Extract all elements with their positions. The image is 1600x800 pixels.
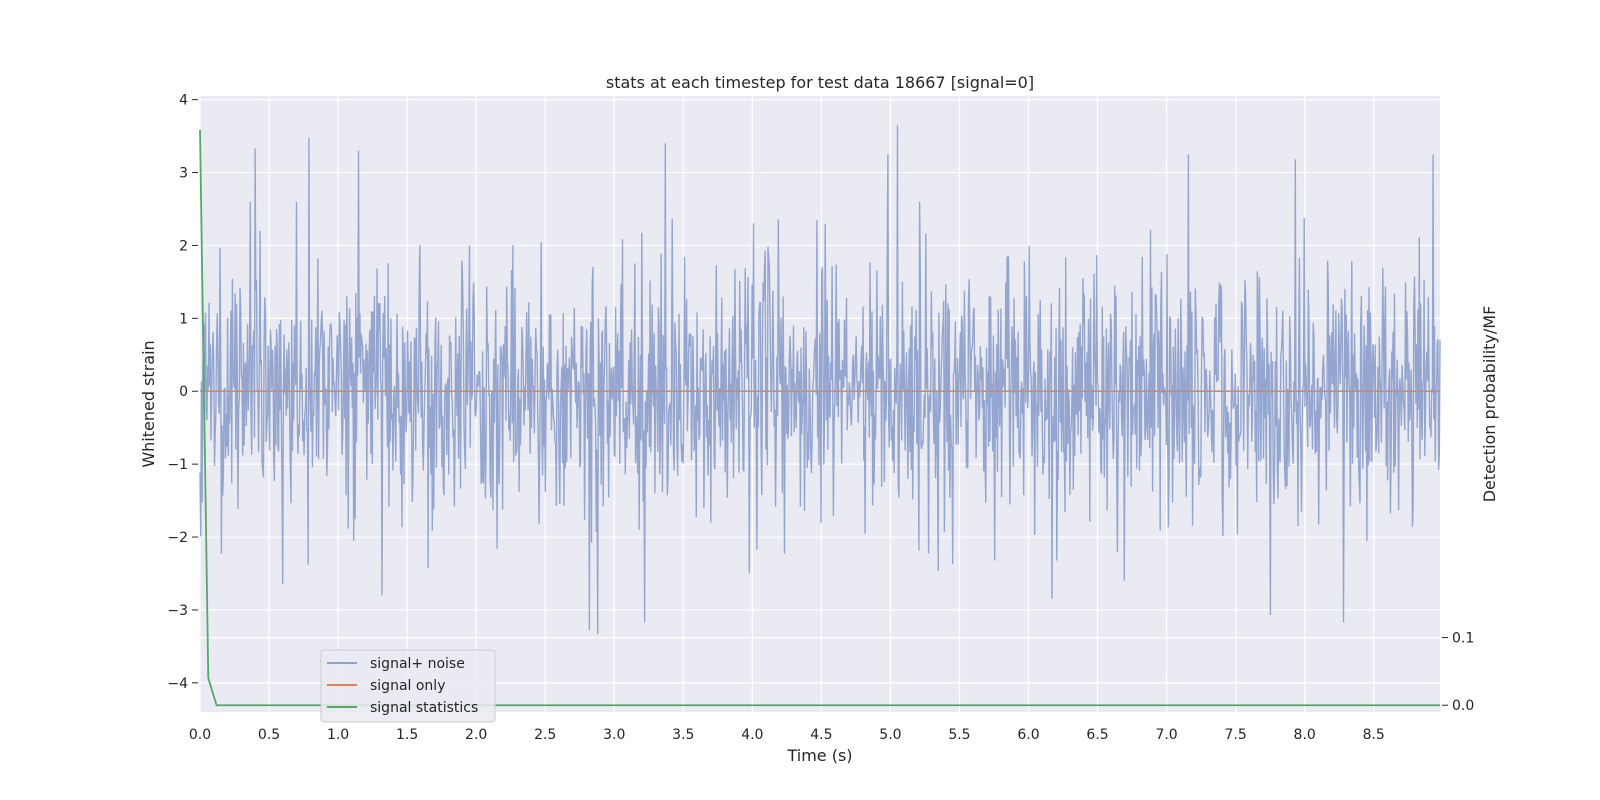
y-tick-label: 4	[179, 93, 188, 109]
x-tick-label: 8.5	[1363, 727, 1385, 743]
legend-label-signal-only: signal only	[370, 678, 445, 694]
series-signal-noise	[199, 125, 1441, 635]
x-tick-label: 0.0	[189, 727, 211, 743]
x-tick-label: 8.0	[1294, 727, 1316, 743]
y-axis-label: Whitened strain	[139, 340, 158, 467]
x-tick-label: 5.5	[948, 727, 970, 743]
legend-label-signal-statistics: signal statistics	[370, 700, 478, 716]
x-tick-label: 3.5	[672, 727, 694, 743]
y-tick-label: 3	[179, 166, 188, 182]
x-tick-label: 6.0	[1017, 727, 1039, 743]
x-tick-label: 2.0	[465, 727, 487, 743]
y-tick-label: −3	[167, 603, 188, 619]
x-tick-label: 4.5	[810, 727, 832, 743]
x-tick-label: 1.0	[327, 727, 349, 743]
x-tick-label: 7.5	[1225, 727, 1247, 743]
y-tick-label: −2	[167, 530, 188, 546]
y-tick-label: 1	[179, 311, 188, 327]
x-tick-label: 2.5	[534, 727, 556, 743]
series-layer	[199, 125, 1441, 707]
x-tick-label: 5.0	[879, 727, 901, 743]
x-tick-label: 3.0	[603, 727, 625, 743]
x-tick-label: 6.5	[1086, 727, 1108, 743]
legend-label-signal-noise: signal+ noise	[370, 656, 465, 672]
y-tick-label: −1	[167, 457, 188, 473]
y-tick-label: 2	[179, 238, 188, 254]
y2-axis-label: Detection probability/MF	[1480, 306, 1499, 503]
x-tick-label: 7.0	[1155, 727, 1177, 743]
y2-tick-label: 0.0	[1452, 698, 1474, 714]
y-axis-left: 4 3 2 1 0 −1 −2 −3 −4	[167, 93, 198, 692]
y-axis-right: 0.1 0.0	[1442, 631, 1474, 714]
y2-tick-label: 0.1	[1452, 631, 1474, 647]
legend-box	[320, 649, 496, 723]
x-axis-label: Time (s)	[786, 746, 852, 765]
x-tick-label: 1.5	[396, 727, 418, 743]
y-tick-label: 0	[179, 384, 188, 400]
x-tick-label: 4.0	[741, 727, 763, 743]
chart-title: stats at each timestep for test data 186…	[606, 73, 1034, 92]
y-tick-label: −4	[167, 676, 188, 692]
x-tick-label: 0.5	[258, 727, 280, 743]
legend: signal+ noise signal only signal statist…	[320, 649, 496, 723]
series-signal-statistics	[199, 129, 1440, 707]
x-axis: 0.0 0.5 1.0 1.5 2.0 2.5 3.0 3.5 4.0 4.5 5.0 5.5 6.0 6…	[189, 727, 1385, 743]
